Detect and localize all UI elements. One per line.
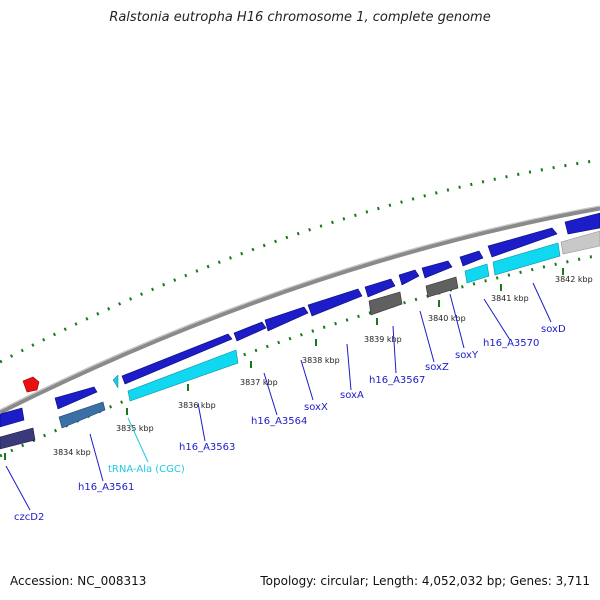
tick-label-3836: 3836 kbp [178, 401, 216, 410]
leader-lines [5, 282, 552, 511]
label-h16_A3563: h16_A3563 [179, 442, 235, 453]
gene-h16_A3563[interactable] [121, 333, 233, 385]
label-h16_A3567: h16_A3567 [369, 375, 425, 386]
feature-h16_A3561-steel[interactable] [58, 401, 106, 429]
label-h16_A3561: h16_A3561 [78, 482, 134, 493]
label-soxX: soxX [304, 402, 328, 413]
gene-soxZ[interactable] [398, 269, 420, 286]
feature-soxY-gray[interactable] [425, 276, 459, 298]
label-soxY: soxY [455, 350, 479, 361]
label-h16_A3570: h16_A3570 [483, 338, 539, 349]
label-soxD: soxD [541, 324, 566, 335]
genome-stats-text: Topology: circular; Length: 4,052,032 bp… [260, 574, 590, 588]
gene-h16_A3564[interactable] [233, 321, 267, 342]
leader-trna_ala [127, 417, 149, 463]
gene-h16_A3567[interactable] [364, 278, 396, 298]
tick-label-3837: 3837 kbp [240, 378, 278, 387]
red-marker-icon [22, 376, 40, 393]
feature-h16_A3563-cyan[interactable] [127, 349, 239, 402]
tick-label-3841: 3841 kbp [491, 294, 529, 303]
label-soxZ: soxZ [425, 362, 449, 373]
backbone-line [0, 205, 600, 415]
leader-h16_A3563 [197, 402, 206, 442]
gene-soxD[interactable] [487, 227, 558, 258]
gene-soxY[interactable] [421, 260, 453, 279]
gene-soxX[interactable] [264, 306, 309, 332]
feature-soxD-cyan[interactable] [492, 242, 561, 276]
trna-ala-marker[interactable] [112, 374, 119, 389]
leader-soxZ [419, 310, 435, 363]
gene-czcD2[interactable] [0, 407, 25, 428]
leader-soxX [300, 359, 314, 401]
label-h16_A3564: h16_A3564 [251, 416, 307, 427]
tick-label-3839: 3839 kbp [364, 335, 402, 344]
scale-tick-markers [4, 268, 564, 460]
feature-h16_A3567-gray[interactable] [368, 291, 403, 316]
leader-soxD [532, 282, 552, 323]
backbone-highlight [0, 205, 600, 411]
leader-h16_A3567 [392, 325, 397, 374]
feature-right-lightgray[interactable] [560, 230, 600, 255]
leader-h16_A3570 [483, 298, 511, 341]
leader-czcD2 [5, 465, 31, 511]
tick-label-3835: 3835 kbp [116, 424, 154, 433]
gene-right-edge[interactable] [564, 212, 600, 235]
leader-h16_A3561 [89, 433, 104, 482]
feature-czcD2-navy[interactable] [0, 427, 36, 450]
label-soxA: soxA [340, 390, 364, 401]
leader-soxA [346, 343, 352, 391]
gene-soxA[interactable] [307, 288, 363, 317]
tick-label-3834: 3834 kbp [53, 448, 91, 457]
feature-h16_A3570-cyan[interactable] [464, 263, 490, 284]
accession-text: Accession: NC_008313 [10, 574, 147, 588]
label-czcD2: czcD2 [14, 512, 44, 523]
tick-label-3838: 3838 kbp [302, 356, 340, 365]
gene-h16_A3561[interactable] [54, 386, 98, 410]
label-trna-ala: tRNA-Ala (CGC) [108, 464, 185, 475]
tick-label-3840: 3840 kbp [428, 314, 466, 323]
gene-h16_A3570[interactable] [459, 250, 484, 267]
leader-h16_A3564 [263, 372, 278, 416]
tick-label-3842: 3842 kbp [555, 275, 593, 284]
leader-soxY [449, 293, 465, 349]
map-title: Ralstonia eutropha H16 chromosome 1, com… [109, 10, 491, 25]
